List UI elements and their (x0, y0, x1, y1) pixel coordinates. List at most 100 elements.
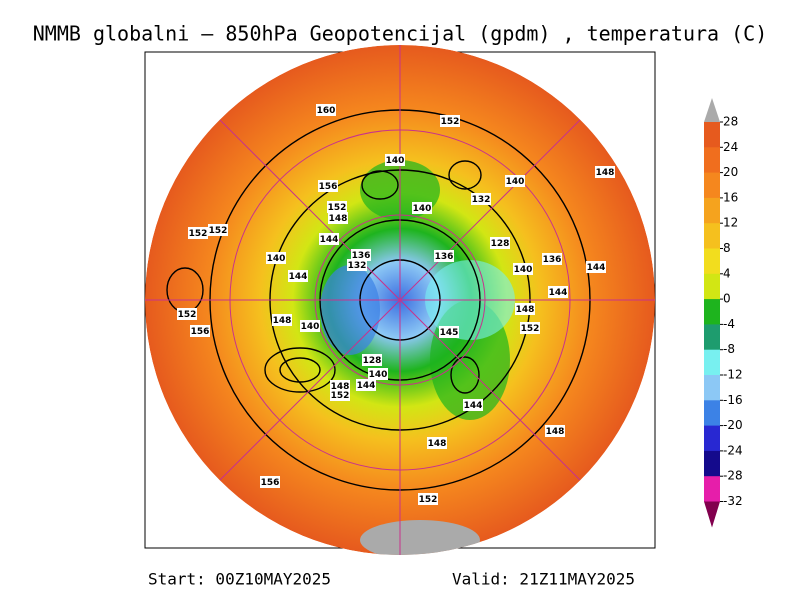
contour-label-box (520, 322, 540, 334)
contour-label: 148 (273, 316, 292, 326)
colorbar-tick-label: 12 (723, 216, 738, 230)
start-time: Start: 00Z10MAY2025 (148, 570, 331, 589)
contour-label: 145 (440, 328, 459, 338)
contour-label-box (545, 425, 565, 437)
contour-label-box (177, 308, 197, 320)
colorbar-tick-label: 16 (723, 190, 738, 204)
contour-label: 156 (319, 182, 338, 192)
contour-label-box (260, 476, 280, 488)
colorbar-band (704, 122, 720, 148)
contour-label: 144 (549, 288, 568, 298)
contour-label-box (351, 249, 371, 261)
contour-label-box (318, 180, 338, 192)
colorbar-band (704, 273, 720, 300)
contour-label: 152 (209, 226, 228, 236)
contour-label: 140 (369, 370, 388, 380)
contour-label-box (272, 314, 292, 326)
contour-label: 148 (331, 382, 350, 392)
colorbar-band (704, 324, 720, 351)
title: NMMB globalni – 850hPa Geopotencijal (gp… (33, 22, 768, 46)
colorbar-band (704, 375, 720, 401)
colorbar-under (704, 501, 720, 528)
contour-label: 148 (428, 439, 447, 449)
contour-label: 152 (331, 391, 350, 401)
contour-label: 140 (301, 322, 320, 332)
contour-label-box (327, 201, 347, 213)
contour-label: 136 (352, 251, 371, 261)
contour-label: 128 (491, 239, 510, 249)
contour-label-box (288, 270, 308, 282)
contour-label: 144 (464, 401, 483, 411)
contour-label-box (440, 115, 460, 127)
contour-label: 140 (506, 177, 525, 187)
contour-label-box (188, 227, 208, 239)
contour-label-box (368, 368, 388, 380)
contour-label: 152 (178, 310, 197, 320)
contour-label: 132 (348, 261, 367, 271)
colorbar-tick-label: -16 (723, 393, 743, 407)
colorbar-tick-label: 24 (723, 140, 738, 154)
contour-label-box (266, 252, 286, 264)
contour-label-box (385, 154, 405, 166)
contour-label-box (513, 263, 533, 275)
contour-label: 148 (596, 168, 615, 178)
contour-label: 132 (472, 195, 491, 205)
contour-label: 140 (413, 204, 432, 214)
contour-label-box (356, 379, 376, 391)
contour-label-box (471, 193, 491, 205)
contour-label: 144 (289, 272, 308, 282)
contour-label-box (190, 325, 210, 337)
contour-label: 156 (191, 327, 210, 337)
contour-label-box (434, 250, 454, 262)
contour-label-box (330, 389, 350, 401)
contour-label: 152 (189, 229, 208, 239)
colorbar-band (704, 299, 720, 325)
contour-label: 128 (363, 356, 382, 366)
colorbar-over (704, 98, 720, 122)
contour-label: 148 (546, 427, 565, 437)
contour-label-box (439, 326, 459, 338)
contour-label: 140 (386, 156, 405, 166)
contour-label-box (300, 320, 320, 332)
colorbar-tick-label: -32 (723, 494, 743, 508)
contour-label-box (542, 253, 562, 265)
contour-label-box (505, 175, 525, 187)
colorbar-tick-label: -20 (723, 418, 743, 432)
contour-label-box (595, 166, 615, 178)
colorbar-band (704, 400, 720, 427)
colorbar-tick-label: 4 (723, 266, 731, 280)
contour-label-box (208, 224, 228, 236)
colorbar-tick-label: -4 (723, 317, 735, 331)
contour-label-box (427, 437, 447, 449)
contour-label: 140 (267, 254, 286, 264)
colorbar-tick-label: -28 (723, 469, 743, 483)
contour-label: 144 (320, 235, 339, 245)
colorbar-band (704, 147, 720, 174)
contour-label: 152 (419, 495, 438, 505)
colorbar-band (704, 476, 720, 502)
colorbar-tick-label: 28 (723, 115, 738, 129)
contour-label-box (316, 104, 336, 116)
contour-label: 144 (357, 381, 376, 391)
contour-label-box (548, 286, 568, 298)
contour-label-box (586, 261, 606, 273)
contour-label: 160 (317, 106, 336, 116)
contour-label: 148 (516, 305, 535, 315)
colorbar-band (704, 223, 720, 249)
colorbar-band (704, 197, 720, 224)
contour-label-box (319, 233, 339, 245)
contour-label-box (362, 354, 382, 366)
contour-label: 152 (521, 324, 540, 334)
contour-label-box (463, 399, 483, 411)
valid-time: Valid: 21Z11MAY2025 (452, 570, 635, 589)
colorbar: 28 24 20 16 12 8 4 0 -4 -8 -12 -16 -20 -24 -28 -32 (704, 98, 743, 528)
colorbar-band (704, 349, 720, 376)
colorbar-tick-label: -24 (723, 443, 743, 457)
colorbar-band (704, 172, 720, 199)
contour-label: 152 (441, 117, 460, 127)
contour-label: 136 (435, 252, 454, 262)
contour-label-box (412, 202, 432, 214)
contour-label-box (347, 259, 367, 271)
